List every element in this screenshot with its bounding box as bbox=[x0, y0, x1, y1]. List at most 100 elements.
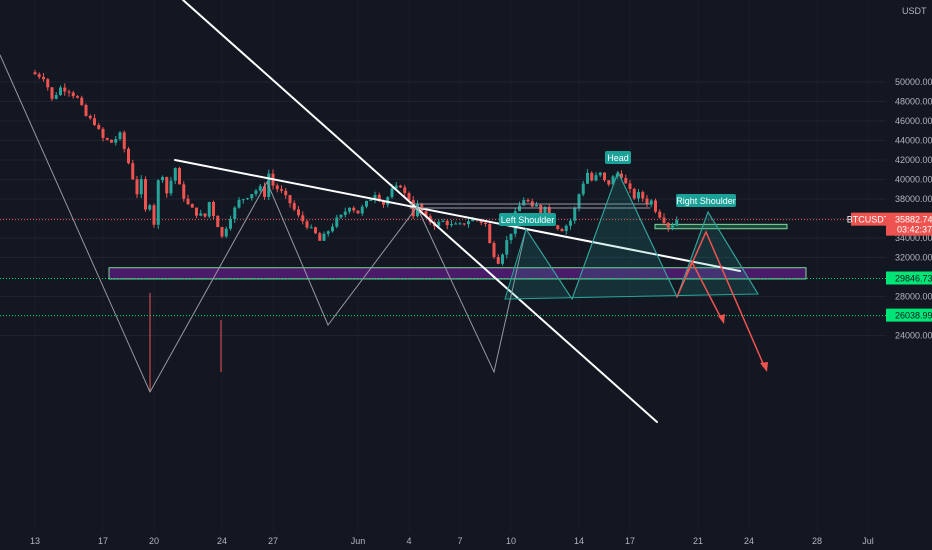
candle-body bbox=[632, 188, 636, 199]
x-tick-label: 17 bbox=[98, 536, 108, 546]
projection-arrow bbox=[685, 260, 723, 321]
candle-body bbox=[654, 200, 657, 212]
candle-body bbox=[37, 74, 41, 77]
candle-body bbox=[637, 192, 640, 199]
candle-body bbox=[382, 200, 385, 205]
candle-body bbox=[50, 87, 54, 99]
candle-body bbox=[105, 138, 109, 140]
candle-body bbox=[666, 222, 670, 228]
candle-body bbox=[59, 87, 62, 95]
candle-body bbox=[186, 198, 190, 205]
candle-body bbox=[373, 194, 377, 200]
candle-body bbox=[348, 207, 351, 212]
candle-body bbox=[331, 226, 334, 232]
candle-body bbox=[33, 72, 37, 75]
grid bbox=[0, 81, 886, 336]
candle-body bbox=[233, 207, 237, 219]
candle-body bbox=[569, 220, 572, 226]
candle-body bbox=[42, 76, 45, 80]
x-tick-label: 17 bbox=[625, 536, 635, 546]
candle-body bbox=[437, 221, 441, 227]
candle-body bbox=[165, 177, 169, 194]
candle-body bbox=[101, 128, 105, 139]
candle-body bbox=[611, 176, 615, 185]
candle-body bbox=[207, 201, 211, 217]
candle-body bbox=[254, 190, 258, 195]
horizontal-levels bbox=[0, 219, 886, 317]
candle-body bbox=[122, 132, 126, 149]
time-axis-background bbox=[0, 532, 932, 550]
last-price-badge: 35882.74 bbox=[895, 215, 932, 225]
time-axis[interactable]: 13 17 20 24 27 Jun 4 7 10 14 17 21 24 28 Jul bbox=[30, 536, 874, 546]
candle-body bbox=[314, 227, 317, 234]
candle-body bbox=[671, 225, 674, 228]
candle-body bbox=[246, 198, 249, 200]
candle-body bbox=[662, 217, 666, 223]
zones bbox=[108, 223, 807, 280]
downtrend-line bbox=[182, 0, 658, 423]
candle-body bbox=[292, 203, 296, 210]
candle-body bbox=[390, 188, 394, 198]
candle-body bbox=[641, 192, 645, 199]
candle-body bbox=[462, 223, 466, 225]
candle-body bbox=[645, 198, 649, 205]
x-tick-label: 4 bbox=[406, 536, 411, 546]
candle-body bbox=[178, 167, 181, 185]
level-badge-bg bbox=[886, 271, 932, 285]
projection-arrowhead bbox=[760, 362, 768, 372]
candle-body bbox=[441, 220, 445, 222]
candle-body bbox=[505, 240, 509, 255]
candle-body bbox=[80, 97, 84, 105]
x-tick-label: 20 bbox=[149, 536, 159, 546]
candle-body bbox=[369, 199, 373, 201]
candle-body bbox=[199, 213, 203, 216]
candle-body bbox=[560, 229, 564, 232]
y-tick-label: 40000.00 bbox=[895, 175, 932, 185]
candle-body bbox=[71, 92, 75, 97]
candle-body bbox=[501, 254, 504, 264]
candle-body bbox=[326, 231, 330, 234]
level-badge-bg bbox=[886, 308, 932, 322]
candle-body bbox=[445, 220, 449, 226]
projection-arrowhead bbox=[718, 314, 725, 324]
candle-body bbox=[220, 227, 224, 237]
symbol-badge: BTCUSDT bbox=[847, 215, 890, 225]
x-tick-label: 13 bbox=[30, 536, 40, 546]
candle-body bbox=[305, 221, 309, 228]
x-tick-label: 24 bbox=[744, 536, 754, 546]
candle-body bbox=[649, 200, 653, 205]
candle-body bbox=[399, 185, 402, 188]
x-tick-label: 10 bbox=[506, 536, 516, 546]
candle-body bbox=[628, 183, 632, 189]
candle-body bbox=[424, 211, 428, 217]
countdown-badge: 03:42:37 bbox=[897, 225, 932, 235]
candle-body bbox=[144, 179, 147, 210]
candle-body bbox=[356, 210, 360, 214]
pattern-label-bg bbox=[499, 213, 556, 226]
candle-body bbox=[522, 199, 526, 206]
candle-body bbox=[169, 180, 173, 194]
candle-body bbox=[450, 224, 453, 226]
candle-body bbox=[590, 172, 594, 181]
candle-body bbox=[110, 139, 113, 143]
candle-body bbox=[488, 224, 492, 244]
candle-body bbox=[195, 207, 198, 216]
currency-label: USDT bbox=[902, 6, 927, 16]
candle-body bbox=[577, 194, 581, 208]
candle-body bbox=[135, 179, 139, 195]
candle-body bbox=[564, 225, 568, 232]
support-zone bbox=[108, 267, 807, 280]
candle-body bbox=[148, 205, 152, 210]
candle-body bbox=[573, 207, 577, 221]
candle-body bbox=[658, 211, 662, 218]
candle-body bbox=[258, 186, 262, 191]
candle-body bbox=[339, 214, 343, 218]
candle-body bbox=[84, 104, 88, 116]
y-tick-label: 50000.00 bbox=[895, 77, 932, 87]
candle-body bbox=[288, 195, 292, 204]
candle-body bbox=[212, 201, 215, 216]
drawings bbox=[0, 0, 768, 423]
candle-body bbox=[284, 190, 288, 196]
